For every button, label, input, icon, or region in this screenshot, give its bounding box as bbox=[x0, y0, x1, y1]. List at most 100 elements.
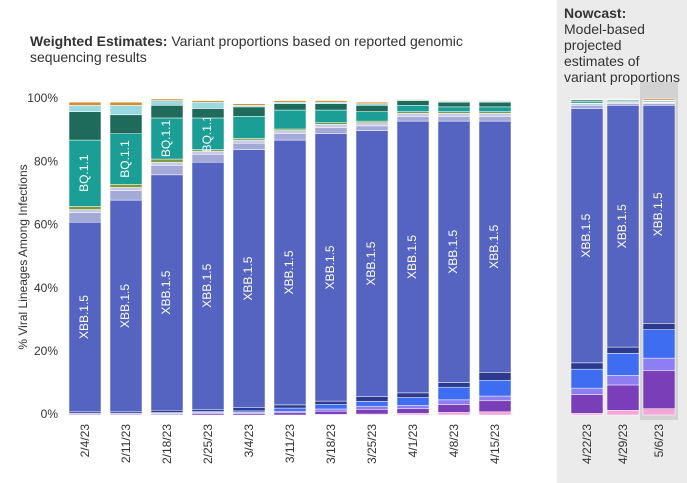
bar-segment bbox=[478, 116, 512, 122]
bar-segment bbox=[314, 133, 348, 402]
bar-label: XBB.1.5 bbox=[446, 229, 460, 273]
bar-segment bbox=[478, 379, 512, 397]
bar-segment bbox=[314, 103, 348, 111]
bar-segment bbox=[191, 101, 225, 109]
bar-label: XBB.1.5 bbox=[323, 245, 337, 289]
bar-segment bbox=[68, 221, 102, 413]
bar-segment bbox=[437, 404, 471, 413]
bar-segment bbox=[355, 111, 389, 122]
bar-segment bbox=[478, 395, 512, 402]
bar-segment bbox=[191, 100, 225, 103]
bar-segment bbox=[570, 108, 604, 364]
bar-segment bbox=[396, 112, 430, 117]
bar-segment bbox=[478, 400, 512, 413]
bar-segment bbox=[314, 400, 348, 405]
bar-segment bbox=[109, 184, 143, 188]
bar-segment bbox=[273, 130, 307, 135]
y-tick-label: 0% bbox=[41, 407, 59, 421]
bar-segment bbox=[150, 105, 184, 119]
bar-segment bbox=[642, 98, 676, 101]
bar-segment bbox=[570, 368, 604, 389]
bar-segment bbox=[642, 105, 676, 324]
y-tick-label: 100% bbox=[27, 91, 58, 105]
bar-segment bbox=[109, 114, 143, 135]
bar-segment bbox=[232, 142, 266, 150]
bar-segment bbox=[396, 397, 430, 406]
bar-label: XBB.1.5 bbox=[159, 270, 173, 314]
x-tick-label: 5/6/23 bbox=[652, 424, 666, 458]
bar-segment bbox=[606, 410, 640, 416]
bar-label: XBB.1.5 bbox=[200, 263, 214, 307]
bar-segment bbox=[232, 139, 266, 144]
bar-segment bbox=[150, 174, 184, 411]
bar-segment bbox=[109, 133, 143, 185]
bar-segment bbox=[314, 109, 348, 123]
x-tick-label: 2/4/23 bbox=[78, 424, 92, 458]
bar-label: BQ.1.1 bbox=[159, 120, 173, 158]
bar-segment bbox=[437, 101, 471, 108]
bar-label: XBB.1.5 bbox=[405, 235, 419, 279]
bar-segment bbox=[396, 105, 430, 112]
x-tick-label: 4/29/23 bbox=[616, 424, 630, 464]
x-tick-label: 2/18/23 bbox=[160, 424, 174, 464]
bar-segment bbox=[478, 100, 512, 102]
bar-segment bbox=[150, 410, 184, 413]
bar-segment bbox=[68, 209, 102, 214]
x-tick-label: 3/18/23 bbox=[324, 424, 338, 464]
bar-segment bbox=[642, 370, 676, 409]
bar-label: XBB.1.5 bbox=[579, 213, 593, 257]
bar-segment bbox=[314, 100, 348, 103]
bar-segment bbox=[273, 412, 307, 416]
bar-segment bbox=[232, 407, 266, 412]
bar-segment bbox=[606, 105, 640, 348]
bar-segment bbox=[437, 399, 471, 405]
bar-segment bbox=[232, 149, 266, 408]
bar-segment bbox=[437, 386, 471, 401]
bar-label: XBB.1.5 bbox=[282, 250, 296, 294]
bar-segment bbox=[191, 409, 225, 412]
bar-segment bbox=[68, 206, 102, 210]
bar-label: BQ.1.1 bbox=[200, 115, 214, 153]
bar-segment bbox=[642, 323, 676, 330]
bar-segment bbox=[642, 329, 676, 359]
y-tick-label: 60% bbox=[34, 218, 58, 232]
bar-segment bbox=[396, 98, 430, 100]
bar-segment bbox=[437, 120, 471, 383]
bar-segment bbox=[437, 112, 471, 117]
bar-segment bbox=[273, 103, 307, 111]
bar-segment bbox=[570, 362, 604, 370]
bar-segment bbox=[68, 101, 102, 106]
bar-segment bbox=[396, 392, 430, 398]
nowcast-subtitle: Model-based projected estimates of varia… bbox=[564, 21, 680, 85]
x-tick-label: 4/22/23 bbox=[580, 424, 594, 464]
x-tick-label: 2/25/23 bbox=[201, 424, 215, 464]
bar-segment bbox=[314, 127, 348, 135]
bar-segment bbox=[191, 108, 225, 119]
bar-segment bbox=[396, 120, 430, 394]
bar-segment bbox=[314, 404, 348, 410]
bar-segment bbox=[314, 124, 348, 128]
y-tick-label: 20% bbox=[34, 344, 58, 358]
bar-segment bbox=[642, 357, 676, 372]
bar-segment bbox=[606, 375, 640, 386]
y-tick-label: 40% bbox=[34, 281, 58, 295]
bar-segment bbox=[355, 122, 389, 127]
bar-segment bbox=[478, 411, 512, 416]
bar-segment bbox=[396, 408, 430, 414]
bar-segment bbox=[314, 410, 348, 415]
bar-segment bbox=[478, 112, 512, 117]
bar-segment bbox=[606, 384, 640, 411]
bar-segment bbox=[273, 404, 307, 409]
bar-segment bbox=[355, 101, 389, 104]
bar-segment bbox=[150, 117, 184, 160]
bar-segment bbox=[642, 408, 676, 416]
subtitle: Variant proportions based on reported ge… bbox=[30, 33, 463, 65]
bar-segment bbox=[232, 116, 266, 139]
bar-segment bbox=[273, 109, 307, 130]
bar-segment bbox=[232, 106, 266, 117]
bar-segment bbox=[437, 382, 471, 388]
bar-segment bbox=[355, 396, 389, 402]
bar-segment bbox=[437, 116, 471, 122]
y-tick-label: 80% bbox=[34, 154, 58, 168]
